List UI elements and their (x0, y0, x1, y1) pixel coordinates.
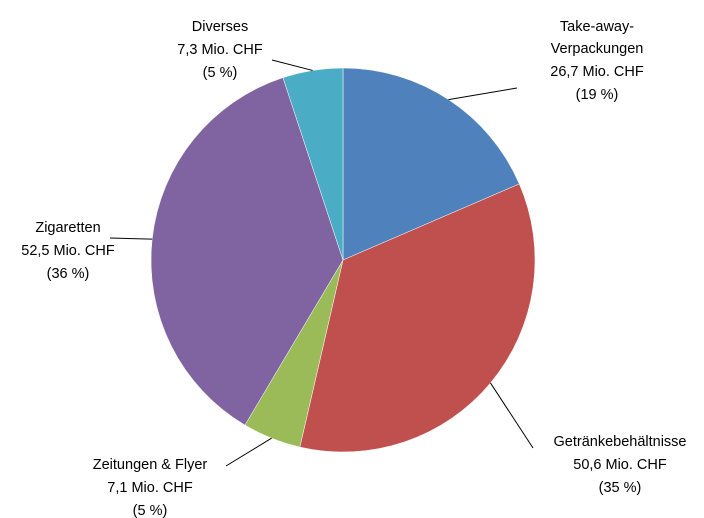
slice-label: Getränkebehältnisse (554, 434, 687, 450)
value-label: 7,1 Mio. CHF (107, 480, 193, 496)
percent-label: (5 %) (203, 65, 238, 81)
leader-line (448, 87, 518, 101)
pie-slice (342, 67, 520, 261)
slice-label: Zigaretten (35, 220, 100, 236)
leader-line (490, 382, 534, 449)
slice-label: Zeitungen & Flyer (93, 457, 208, 473)
percent-label: (19 %) (576, 87, 619, 103)
leader-line (225, 437, 272, 467)
value-label: 50,6 Mio. CHF (573, 457, 667, 473)
percent-label: (36 %) (47, 266, 90, 282)
percent-label: (5 %) (133, 503, 168, 518)
slice-label: Diverses (192, 19, 248, 35)
value-label: 7,3 Mio. CHF (177, 42, 263, 58)
pie-slice (150, 77, 344, 426)
percent-label: (35 %) (599, 480, 642, 496)
slice-label: Take-away-Verpackungen (551, 19, 644, 57)
leader-line (271, 59, 313, 71)
leader-line (109, 237, 153, 240)
value-label: 26,7 Mio. CHF (550, 64, 644, 80)
value-label: 52,5 Mio. CHF (21, 243, 115, 259)
pie-slice (299, 183, 536, 453)
